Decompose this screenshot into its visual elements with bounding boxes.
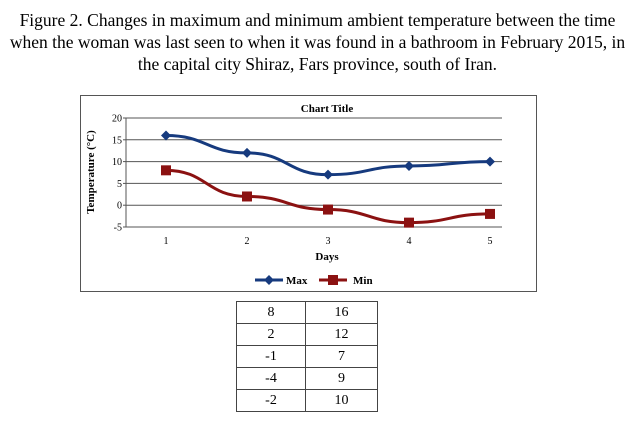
table-cell: -2 (236, 389, 306, 412)
table-row: 2 12 (236, 323, 378, 346)
y-axis-label: Temperature (°C) (85, 130, 97, 214)
figure-caption: Figure 2. Changes in maximum and minimum… (9, 10, 626, 74)
legend-label-min: Min (353, 275, 373, 287)
point-min (404, 217, 414, 228)
table-cell: -4 (236, 367, 306, 390)
chart-title: Chart Title (301, 103, 354, 115)
point-max (242, 147, 252, 158)
x-tick-label: 5 (488, 236, 493, 247)
table-cell: 12 (305, 323, 378, 346)
table-row: 8 16 (236, 301, 378, 324)
point-max (323, 169, 333, 180)
series-line-max (165, 133, 491, 177)
chart-frame (80, 95, 537, 292)
legend-marker-max (264, 275, 274, 285)
table-cell: 10 (305, 389, 378, 412)
y-tick-label: 10 (112, 157, 122, 168)
table-row: -2 10 (236, 389, 378, 412)
x-axis-label: Days (315, 251, 339, 263)
table-cell: -1 (236, 345, 306, 368)
y-tick-label: 5 (117, 179, 122, 190)
y-tick-label: 0 (117, 201, 122, 212)
point-min (242, 191, 252, 202)
point-min (161, 165, 171, 176)
table-row: -1 7 (236, 345, 378, 368)
point-max (161, 130, 171, 141)
legend-label-max: Max (286, 275, 308, 287)
x-tick-label: 3 (326, 236, 331, 247)
point-min (323, 204, 333, 215)
table-cell: 16 (305, 301, 378, 324)
table-cell: 7 (305, 345, 378, 368)
x-tick-label: 4 (407, 236, 412, 247)
legend-marker-min (328, 275, 338, 285)
table-cell: 2 (236, 323, 306, 346)
point-max (404, 160, 414, 171)
point-min (485, 208, 495, 219)
x-tick-label: 1 (164, 236, 169, 247)
table-cell: 8 (236, 301, 306, 324)
point-max (485, 156, 495, 167)
y-tick-label: -5 (114, 223, 122, 234)
data-table: 8 16 2 12 -1 7 -4 9 -2 10 (236, 301, 378, 412)
y-tick-label: 20 (112, 114, 122, 125)
table-row: -4 9 (236, 367, 378, 390)
table-cell: 9 (305, 367, 378, 390)
y-tick-label: 15 (112, 135, 122, 146)
x-tick-label: 2 (245, 236, 250, 247)
